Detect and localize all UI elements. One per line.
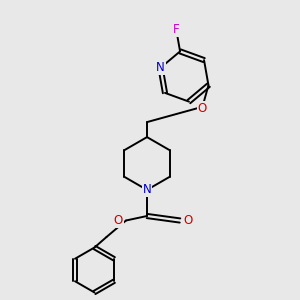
Text: O: O: [198, 102, 207, 115]
Text: N: N: [142, 183, 152, 196]
Text: F: F: [173, 23, 180, 36]
Text: O: O: [183, 214, 192, 227]
Text: O: O: [114, 214, 123, 227]
Text: N: N: [156, 61, 165, 74]
